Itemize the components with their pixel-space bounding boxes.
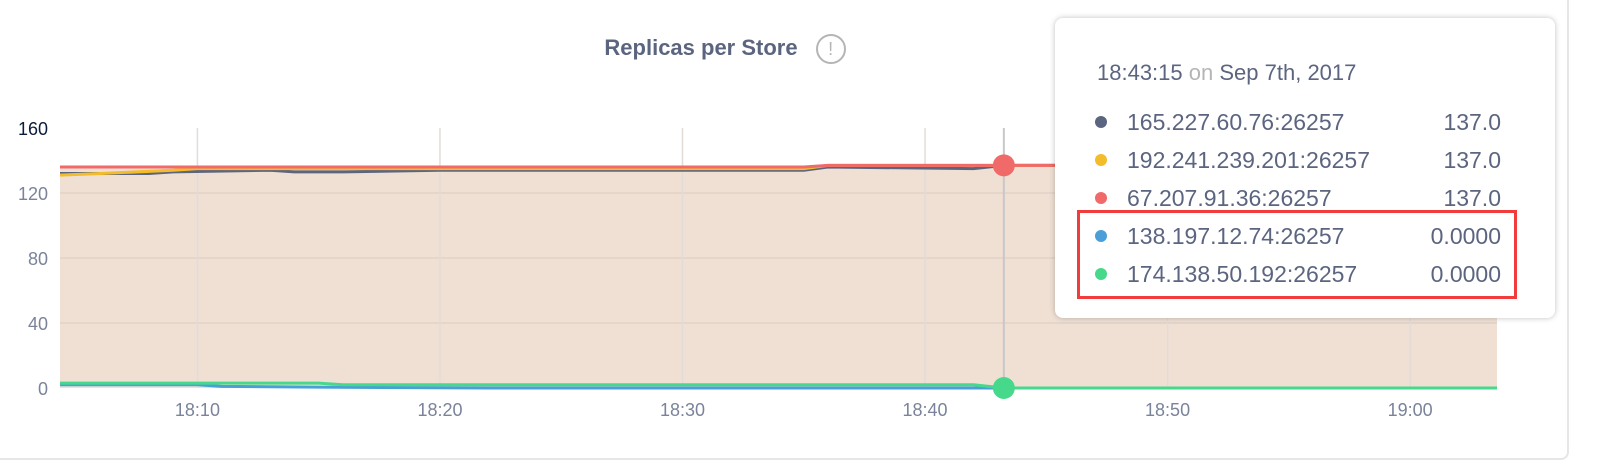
tooltip-on: on <box>1188 60 1214 85</box>
x-tick-label: 18:40 <box>903 400 948 420</box>
series-value: 137.0 <box>1443 147 1501 173</box>
x-tick-label: 18:20 <box>417 400 462 420</box>
y-tick-label: 0 <box>38 379 48 399</box>
x-tick-label: 18:10 <box>175 400 220 420</box>
tooltip-row: 165.227.60.76:26257 137.0 <box>1095 102 1501 142</box>
chart-title: Replicas per Store! <box>0 34 1450 64</box>
highlight-box <box>1077 210 1517 299</box>
tooltip-row: 192.241.239.201:26257 137.0 <box>1095 140 1501 180</box>
tooltip-date: Sep 7th, 2017 <box>1219 60 1357 85</box>
series-value: 0.0000 <box>1430 261 1501 287</box>
x-tick-label: 18:50 <box>1145 400 1190 420</box>
hover-tooltip: 18:43:15 on Sep 7th, 2017 165.227.60.76:… <box>1055 18 1555 318</box>
y-tick-label: 120 <box>18 184 48 204</box>
hover-point <box>992 154 1015 177</box>
tooltip-row: 67.207.91.36:26257 137.0 <box>1095 178 1501 218</box>
hover-point <box>992 377 1015 399</box>
series-dot-icon <box>1095 116 1107 128</box>
x-tick-label: 19:00 <box>1388 400 1433 420</box>
tooltip-row: 138.197.12.74:26257 0.0000 <box>1095 216 1501 256</box>
y-tick-label: 80 <box>28 249 48 269</box>
x-tick-label: 18:30 <box>660 400 705 420</box>
series-name: 67.207.91.36:26257 <box>1127 185 1332 211</box>
y-tick-label: 160 <box>18 119 48 139</box>
series-name: 192.241.239.201:26257 <box>1127 147 1371 173</box>
tooltip-timestamp: 18:43:15 on Sep 7th, 2017 <box>1097 60 1356 86</box>
series-name: 165.227.60.76:26257 <box>1127 109 1345 135</box>
series-value: 0.0000 <box>1430 223 1501 249</box>
y-tick-label: 40 <box>28 314 48 334</box>
series-line <box>60 381 1497 390</box>
tooltip-time: 18:43:15 <box>1097 60 1183 85</box>
chart-title-text: Replicas per Store <box>604 34 798 60</box>
chart-card: 0 40 80 120 160 18:10 18:20 18:30 18:40 18:50 19:0… <box>0 0 1569 460</box>
series-name: 174.138.50.192:26257 <box>1127 261 1358 287</box>
exclamation-circle-icon[interactable]: ! <box>815 34 846 64</box>
series-line <box>60 163 1497 175</box>
series-dot-icon <box>1095 192 1107 204</box>
series-dot-icon <box>1095 268 1107 280</box>
series-value: 137.0 <box>1443 109 1501 135</box>
series-name: 138.197.12.74:26257 <box>1127 223 1345 249</box>
series-value: 137.0 <box>1443 185 1501 211</box>
series-dot-icon <box>1095 154 1107 166</box>
series-dot-icon <box>1095 230 1107 242</box>
tooltip-row: 174.138.50.192:26257 0.0000 <box>1095 254 1501 294</box>
